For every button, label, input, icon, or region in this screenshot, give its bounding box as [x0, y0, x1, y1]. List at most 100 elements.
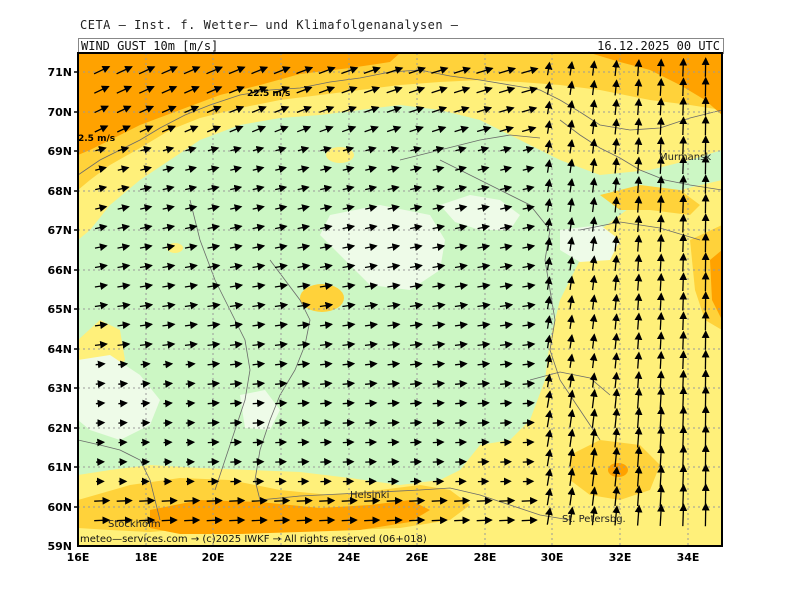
latitude-axis: 71N 70N 69N 68N 67N 66N 65N 64N 63N 62N … [47, 66, 72, 553]
wind-arrow [634, 137, 643, 155]
city-st-petersburg: St. Petersbg. [562, 514, 626, 525]
wind-arrow [657, 425, 665, 448]
wind-arrow [521, 516, 538, 525]
map-area: 22.5 m/s 2.5 m/s Murmansk Helsinki Stock… [78, 53, 722, 546]
wind-zone-yellow-ne [600, 185, 700, 215]
wind-arrow [207, 340, 221, 349]
wind-arrow [229, 321, 243, 330]
lon-label: 24E [338, 551, 361, 564]
wind-arrow [365, 165, 377, 173]
wind-arrow [499, 262, 513, 271]
wind-arrow [206, 125, 222, 133]
wind-arrow [116, 516, 133, 525]
wind-arrow [455, 165, 467, 173]
wind-arrow [454, 496, 471, 505]
wind-arrow [500, 379, 513, 388]
wind-arrow [432, 262, 446, 271]
wind-arrow [274, 516, 291, 525]
wind-arrow [500, 145, 512, 154]
wind-arrow [544, 100, 553, 115]
wind-arrow [545, 429, 553, 447]
wind-arrow [274, 496, 291, 505]
wind-arrow [228, 85, 245, 94]
wind-arrow [342, 204, 355, 212]
wind-arrow [229, 105, 245, 114]
wind-arrow [432, 360, 446, 369]
wind-arrow [162, 243, 176, 251]
wind-arrow [454, 243, 468, 251]
wind-arrow [657, 406, 665, 429]
wind-arrow [94, 105, 109, 114]
wind-arrow [229, 282, 244, 290]
wind-arrow [228, 66, 246, 75]
wind-arrow [275, 145, 287, 154]
wind-arrow [274, 340, 288, 349]
wind-arrow [117, 282, 131, 290]
wind-arrow [162, 204, 175, 212]
wind-arrow [500, 438, 513, 447]
wind-arrow [274, 321, 288, 330]
wind-arrow [230, 184, 243, 193]
wind-arrow [634, 407, 643, 429]
wind-arrow [634, 117, 643, 135]
wind-arrow [409, 496, 426, 505]
wind-arrow [544, 334, 553, 349]
wind-arrow [679, 369, 688, 389]
wind-arrow [634, 351, 643, 369]
wind-arrow [477, 184, 490, 193]
wind-arrow [387, 145, 400, 154]
wind-arrow [567, 139, 575, 154]
wind-arrow [454, 105, 470, 114]
wind-arrow [342, 340, 356, 349]
wind-arrow [612, 98, 620, 115]
wind-arrow [230, 204, 243, 212]
wind-arrow [252, 223, 266, 232]
wind-arrow [94, 301, 109, 310]
wind-arrow [612, 388, 621, 409]
wind-arrow [364, 282, 379, 290]
wind-arrow [409, 301, 424, 310]
wind-arrow [544, 256, 553, 271]
wind-zone-calm-east [440, 195, 520, 230]
wind-arrow [229, 340, 243, 349]
wind-arrow [567, 389, 576, 408]
wind-zone-orange-northwest [78, 53, 400, 155]
wind-arrow [567, 295, 575, 310]
wind-arrow [140, 184, 153, 193]
wind-arrow [567, 61, 575, 76]
wind-arrow [117, 165, 130, 173]
wind-arrow [364, 105, 380, 114]
wind-arrow [634, 332, 643, 350]
wind-arrow [522, 360, 536, 369]
wind-arrow [117, 340, 131, 349]
lon-label: 30E [541, 551, 564, 564]
wind-arrow [634, 426, 643, 448]
wind-arrow [634, 387, 643, 409]
wind-arrow [679, 503, 688, 527]
wind-arrow [363, 66, 381, 75]
wind-arrow [117, 301, 131, 310]
wind-arrow [342, 419, 355, 427]
wind-arrow [320, 399, 333, 408]
wind-arrow [656, 292, 665, 311]
wind-arrow [320, 184, 333, 193]
wind-arrow [118, 419, 128, 427]
wind-arrow [679, 386, 688, 410]
copyright-footer: meteo—services.com → (c)2025 IWKF → All … [80, 534, 427, 545]
wind-arrow [117, 125, 131, 133]
lon-label: 28E [474, 551, 497, 564]
wind-arrow [116, 496, 133, 505]
wind-arrow [387, 262, 401, 271]
wind-arrow [184, 516, 201, 525]
wind-arrow [544, 198, 553, 212]
wind-arrow [522, 301, 536, 310]
wind-arrow [206, 496, 223, 505]
wind-arrow [161, 496, 178, 505]
wind-arrow [453, 86, 471, 94]
wind-arrow [522, 165, 535, 173]
wind-arrow [612, 59, 620, 76]
wind-arrow [498, 66, 517, 75]
wind-zone-orange-southeast-spot [608, 463, 628, 477]
lon-label: 18E [135, 551, 158, 564]
wind-arrow [252, 301, 266, 310]
